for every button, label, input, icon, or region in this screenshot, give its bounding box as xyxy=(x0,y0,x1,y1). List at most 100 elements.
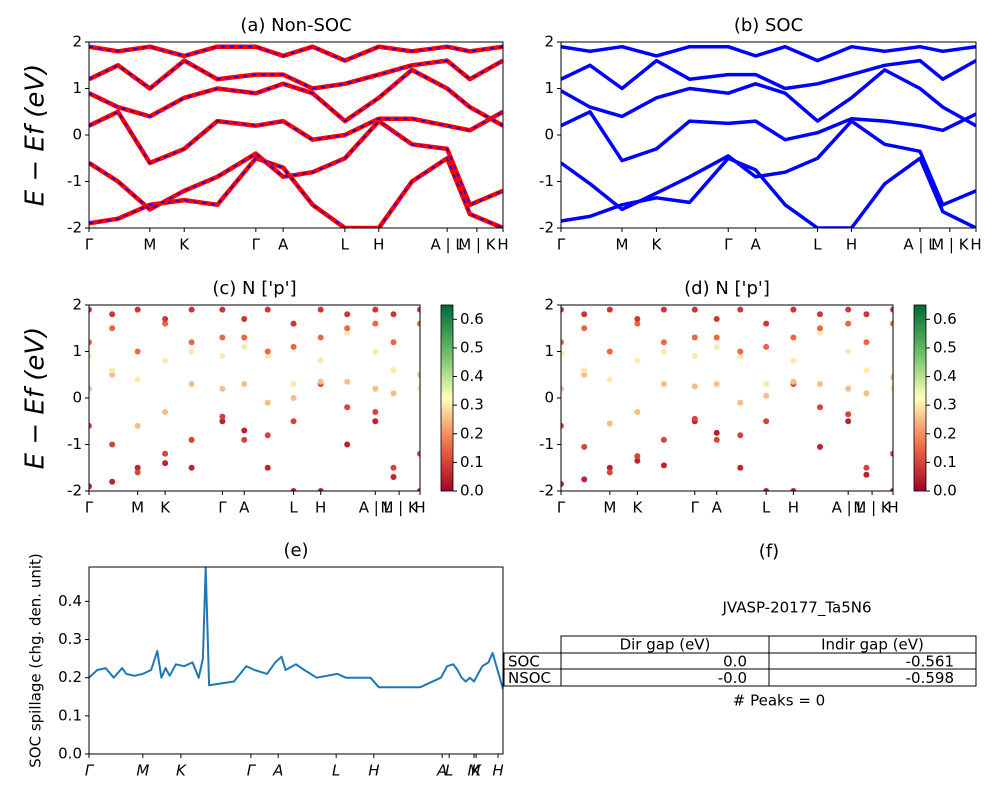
x-tick-label: Γ xyxy=(557,499,566,517)
x-tick-label: A xyxy=(239,499,250,517)
band-point xyxy=(290,381,297,388)
x-tick-label: K xyxy=(632,499,643,517)
x-tick-label: H xyxy=(373,236,384,254)
colorbar-tick-label: 0.6 xyxy=(460,310,484,328)
panel-title: (c) N ['p'] xyxy=(212,278,296,299)
band-line xyxy=(561,68,976,128)
axes-frame xyxy=(88,304,421,492)
band-point xyxy=(134,464,141,471)
band-point xyxy=(816,329,823,336)
band-line-dashed xyxy=(89,110,503,164)
band-point xyxy=(660,436,667,443)
band-point xyxy=(344,404,351,411)
x-tick-label: M | K xyxy=(853,499,892,517)
y-tick-label: 1 xyxy=(72,342,82,360)
y-tick-label: 1 xyxy=(544,342,554,360)
band-point xyxy=(241,343,248,350)
y-tick-label: -2 xyxy=(539,219,554,237)
band-point xyxy=(134,376,141,383)
band-point xyxy=(606,348,613,355)
band-point xyxy=(109,371,116,378)
x-tick-label: L xyxy=(341,236,350,254)
x-tick-label: Γ xyxy=(557,236,566,254)
band-point xyxy=(417,306,420,313)
band-point xyxy=(660,306,667,313)
y-tick-label: 0.1 xyxy=(58,706,82,724)
band-point xyxy=(845,320,852,327)
panel-title: (b) SOC xyxy=(734,15,803,36)
x-tick-label: L xyxy=(445,762,453,780)
x-tick-label: A xyxy=(272,762,283,780)
band-point xyxy=(845,385,852,392)
panel-title: (e) xyxy=(283,540,308,561)
band-point xyxy=(162,460,169,467)
band-point xyxy=(372,418,379,425)
band-point xyxy=(763,320,770,327)
band-point xyxy=(763,392,770,399)
x-tick-label: A xyxy=(712,499,723,517)
column-header: Indir gap (eV) xyxy=(821,636,924,654)
x-tick-label: A | L xyxy=(431,236,465,254)
band-point xyxy=(737,464,744,471)
x-tick-label: A xyxy=(278,236,289,254)
y-axis-label: E − Ef (eV) xyxy=(21,327,51,470)
x-tick-label: Γ xyxy=(85,762,95,780)
cell: -0.598 xyxy=(906,669,954,687)
band-point xyxy=(581,476,588,483)
band-point xyxy=(816,404,823,411)
x-tick-label: Γ xyxy=(85,236,94,254)
y-tick-label: 2 xyxy=(544,296,554,314)
cell: -0.561 xyxy=(906,653,954,671)
band-point xyxy=(713,334,720,341)
y-tick-label: -1 xyxy=(539,172,554,190)
band-point xyxy=(816,325,823,332)
band-point xyxy=(219,353,226,360)
band-point xyxy=(634,408,641,415)
band-point xyxy=(713,343,720,350)
band-point xyxy=(737,348,744,355)
band-point xyxy=(264,353,271,360)
band-point xyxy=(188,306,195,313)
y-tick-label: 0.4 xyxy=(58,592,82,610)
band-point xyxy=(561,422,564,429)
band-point xyxy=(241,427,248,434)
band-point xyxy=(317,488,324,491)
band-point xyxy=(737,353,744,360)
plot-area xyxy=(89,306,420,491)
band-point xyxy=(89,306,92,313)
x-tick-label: H xyxy=(497,236,508,254)
band-point xyxy=(317,357,324,364)
x-tick-label: M xyxy=(143,236,156,254)
column-header: Dir gap (eV) xyxy=(620,636,711,654)
y-tick-label: -2 xyxy=(539,482,554,500)
band-line xyxy=(561,44,976,63)
x-tick-label: A | L xyxy=(359,499,393,517)
band-point xyxy=(890,488,893,491)
band-point xyxy=(241,381,248,388)
x-tick-label: M xyxy=(603,499,616,517)
colorbar-tick-label: 0.2 xyxy=(460,424,484,442)
band-point xyxy=(816,443,823,450)
colorbar-tick-label: 0.0 xyxy=(933,482,957,500)
plot-area xyxy=(89,44,503,228)
x-tick-label: Γ xyxy=(724,236,733,254)
band-point xyxy=(188,436,195,443)
band-point xyxy=(691,306,698,313)
band-point xyxy=(390,311,397,318)
x-tick-label: H xyxy=(788,499,799,517)
x-tick-label: Γ xyxy=(247,762,257,780)
band-point xyxy=(863,390,870,397)
band-point xyxy=(691,353,698,360)
band-point xyxy=(219,306,226,313)
x-tick-label: A | L xyxy=(832,499,866,517)
y-axis-label: E − Ef (eV) xyxy=(21,64,51,207)
panel-title: (a) Non-SOC xyxy=(240,15,351,36)
band-point xyxy=(634,357,641,364)
colorbar-tick-label: 0.6 xyxy=(933,310,957,328)
band-point xyxy=(660,462,667,469)
band-point xyxy=(89,339,92,346)
band-line xyxy=(561,119,976,212)
band-point xyxy=(634,315,641,322)
band-point xyxy=(219,385,226,392)
band-point xyxy=(890,385,893,392)
